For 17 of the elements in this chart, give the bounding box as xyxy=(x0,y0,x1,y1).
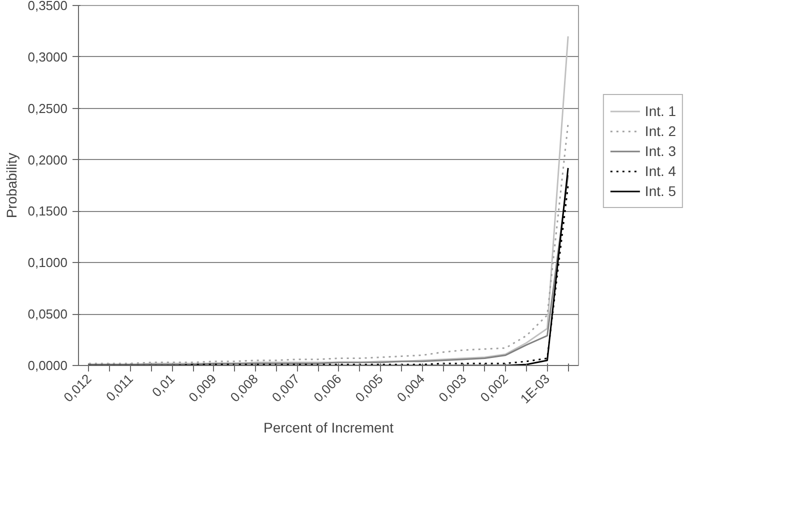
legend-label: Int. 3 xyxy=(644,143,676,159)
y-tick-label: 0,1000 xyxy=(28,255,68,270)
y-tick-label: 0,3500 xyxy=(28,0,68,13)
line-series xyxy=(88,123,569,364)
y-tick-label: 0,2000 xyxy=(28,152,68,168)
y-tick-label: 0,0000 xyxy=(28,358,68,373)
y-tick-label: 0,0500 xyxy=(28,306,68,322)
x-axis-title: Percent of Increment xyxy=(264,420,394,436)
y-tick-label: 0,1500 xyxy=(28,204,68,219)
x-tick-label: 0,01 xyxy=(149,371,178,400)
legend-label: Int. 4 xyxy=(644,163,676,179)
y-axis-title: Probability xyxy=(4,152,20,218)
legend-label: Int. 5 xyxy=(644,183,676,199)
legend-label: Int. 2 xyxy=(644,123,676,139)
y-tick-label: 0,3000 xyxy=(28,49,68,64)
y-tick-label: 0,2500 xyxy=(28,100,68,116)
legend-label: Int. 1 xyxy=(644,103,676,119)
